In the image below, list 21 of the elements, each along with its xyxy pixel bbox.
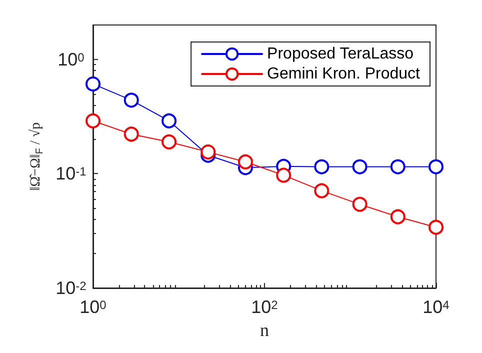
x-axis-title: n bbox=[260, 320, 269, 340]
point bbox=[86, 113, 100, 128]
point bbox=[124, 92, 139, 108]
point bbox=[390, 209, 406, 224]
point bbox=[276, 168, 292, 183]
point bbox=[428, 159, 444, 174]
legend-label: Gemini Kron. Product bbox=[267, 66, 421, 82]
point bbox=[200, 144, 216, 160]
point bbox=[428, 220, 444, 235]
point bbox=[162, 113, 177, 128]
point bbox=[390, 159, 406, 174]
point bbox=[314, 159, 330, 174]
point bbox=[86, 76, 100, 92]
point bbox=[314, 183, 330, 198]
point bbox=[238, 154, 253, 170]
y-axis-title: ‖Ω̂−Ω‖F / √p bbox=[27, 122, 46, 191]
legend-label: Proposed TeraLasso bbox=[267, 46, 414, 62]
point bbox=[352, 196, 368, 212]
point bbox=[124, 126, 139, 142]
point bbox=[352, 159, 368, 174]
point bbox=[162, 134, 177, 150]
